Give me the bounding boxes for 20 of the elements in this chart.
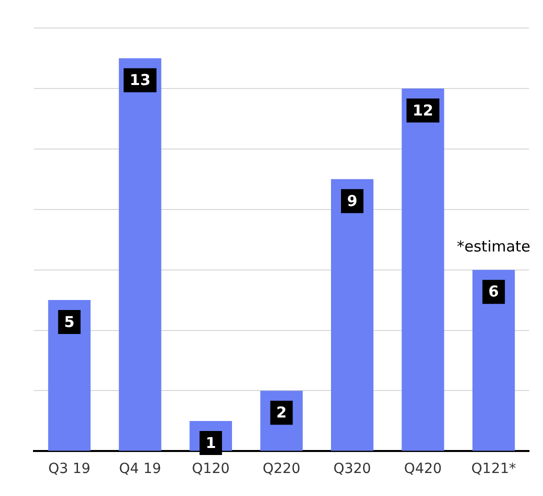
data-label: 1 [206, 434, 216, 452]
bar [402, 88, 444, 451]
data-label: 12 [412, 101, 434, 120]
bar [48, 300, 91, 451]
data-label: 9 [346, 192, 358, 210]
x-tick-label: Q121* [471, 461, 516, 478]
x-tick-label: Q3 19 [48, 461, 90, 478]
x-tick-label: Q220 [262, 461, 300, 478]
x-tick-label: Q120 [192, 461, 230, 478]
data-label: 6 [488, 282, 499, 301]
x-tick-label: Q420 [404, 461, 442, 478]
bar [472, 270, 515, 451]
bar [331, 179, 374, 451]
x-tick-label: Q4 19 [118, 461, 162, 478]
annotation: *estimate [456, 238, 530, 256]
data-label: 5 [64, 312, 75, 331]
bar [118, 58, 162, 451]
x-tick-label: Q320 [333, 461, 372, 478]
data-label: 13 [130, 71, 151, 90]
data-label: 2 [276, 404, 287, 422]
